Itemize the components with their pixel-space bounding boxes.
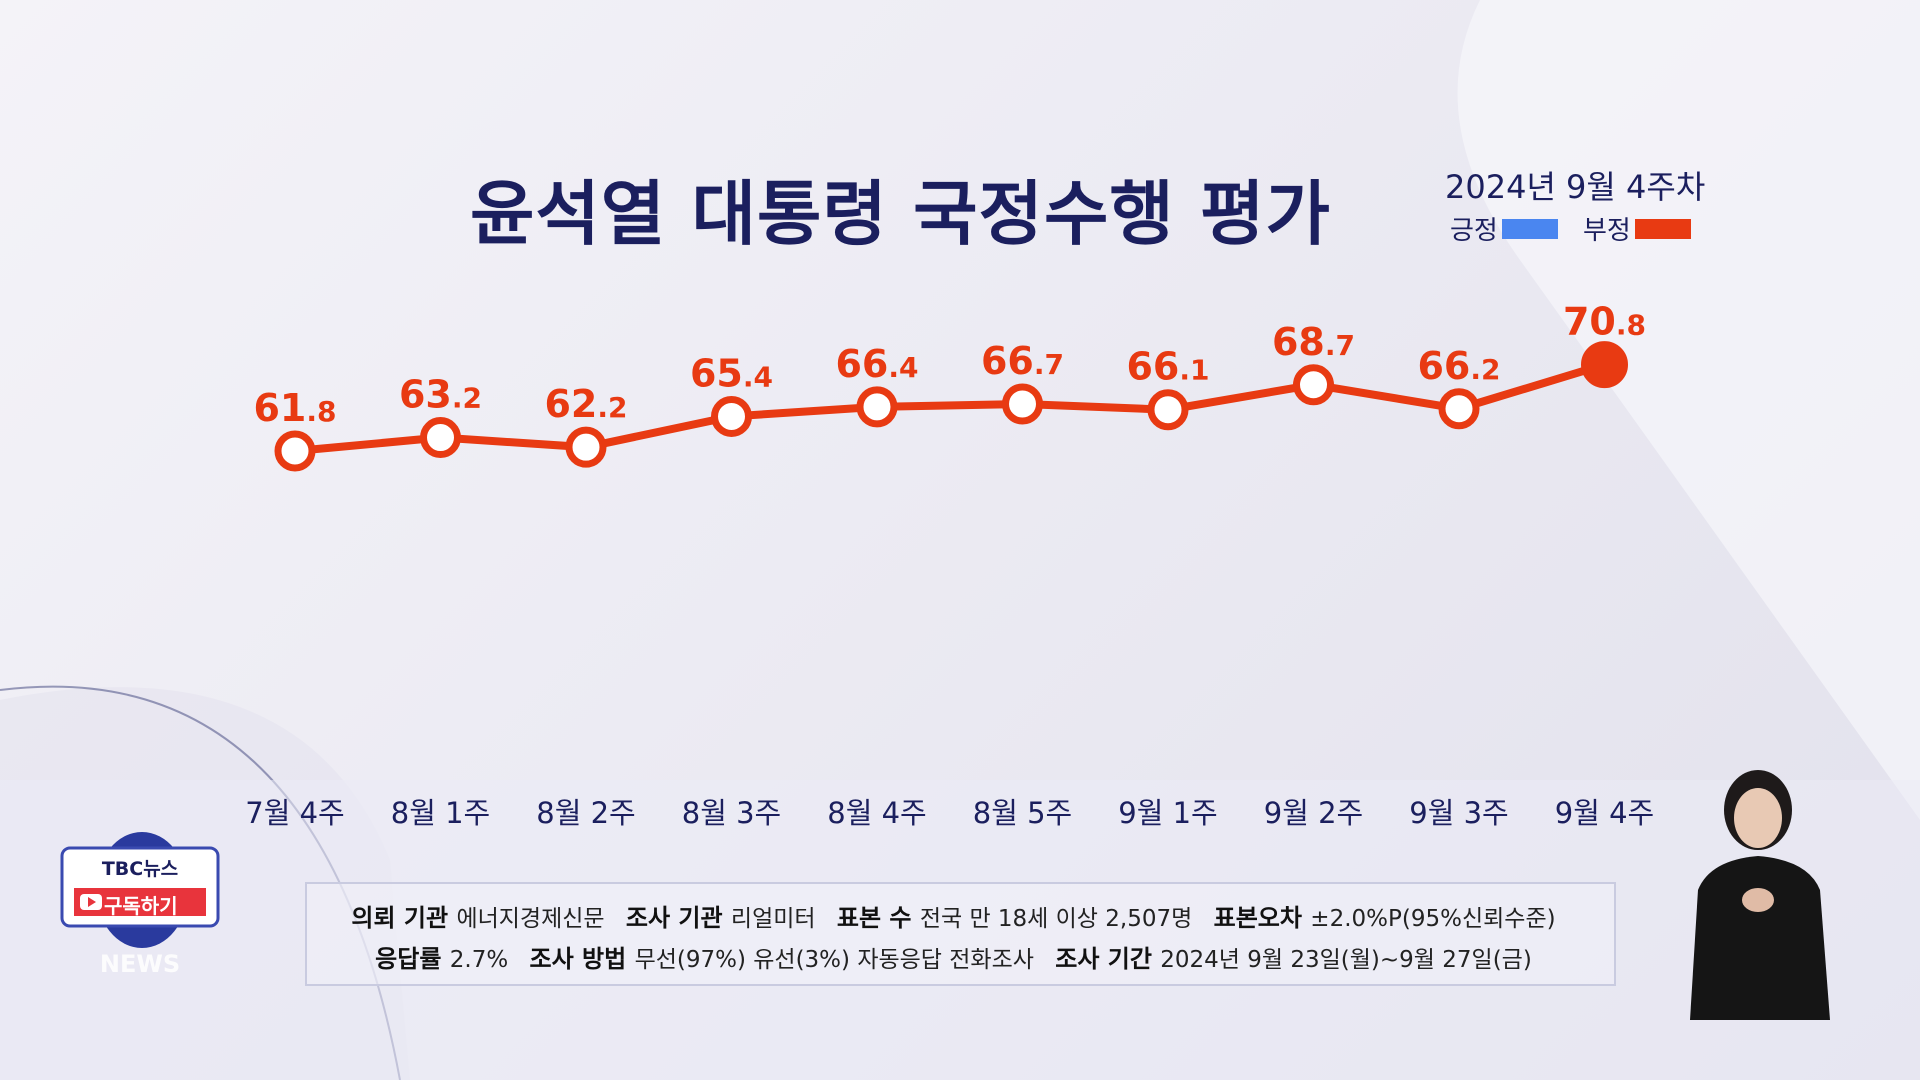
data-point (711, 395, 752, 437)
data-point (420, 417, 461, 459)
legend-date: 2024년 9월 4주차 (1445, 168, 1706, 206)
info-value: 리얼미터 (730, 906, 823, 932)
data-point (1002, 383, 1043, 425)
x-tick-label: 8월 3주 (681, 796, 782, 830)
info-value: 전국 만 18세 이상 2,507명 (919, 906, 1200, 932)
data-label: 66.4 (835, 342, 918, 386)
data-label: 63.2 (399, 373, 482, 417)
data-label: 65.4 (690, 351, 773, 395)
x-tick-label: 8월 1주 (390, 796, 491, 830)
data-point (274, 430, 316, 472)
subscribe-label: 구독하기 (104, 894, 178, 918)
data-label: 61.8 (253, 386, 336, 430)
data-label: 68.7 (1272, 320, 1355, 364)
data-label: 70.8 (1563, 300, 1646, 344)
info-value: ±2.0%P(95%신뢰수준) (1310, 906, 1556, 932)
x-tick-label: 7월 4주 (245, 796, 345, 830)
chart-title: 윤석열 대통령 국정수행 평가 (470, 173, 1331, 255)
logo-brand: TBC뉴스 (101, 858, 179, 880)
info-value: 2024년 9월 23일(월)~9월 27일(금) (1160, 947, 1532, 973)
series-line (294, 360, 1606, 455)
info-label: 의뢰 기관 (351, 904, 457, 932)
info-line-1: 의뢰 기관 에너지경제신문 조사 기관 리얼미터 표본 수 전국 만 18세 이… (307, 898, 1614, 939)
data-point (1293, 364, 1334, 406)
info-label: 표본 수 (836, 904, 920, 932)
info-label: 조사 방법 (529, 945, 635, 973)
info-label: 조사 기간 (1055, 945, 1161, 973)
data-point (1147, 389, 1189, 431)
legend-negative: 부정 (1583, 210, 1691, 247)
data-label: 66.1 (1126, 345, 1209, 389)
tbc-news-logo[interactable]: TBC뉴스 구독하기 NEWS (60, 818, 220, 978)
info-value: 무선(97%) 유선(3%) 자동응답 전화조사 (634, 947, 1042, 973)
legend-negative-label: 부정 (1583, 216, 1631, 246)
x-tick-label: 9월 4주 (1554, 796, 1655, 830)
data-point (565, 426, 607, 468)
legend-positive: 긍정 (1450, 210, 1558, 247)
x-tick-label: 9월 1주 (1118, 796, 1218, 830)
survey-info: 의뢰 기관 에너지경제신문 조사 기관 리얼미터 표본 수 전국 만 18세 이… (305, 882, 1616, 986)
data-label: 66.7 (981, 339, 1064, 383)
info-label: 응답률 (375, 945, 450, 973)
info-line-2: 응답률 2.7% 조사 방법 무선(97%) 유선(3%) 자동응답 전화조사 … (307, 939, 1614, 980)
news-label: NEWS (99, 950, 181, 978)
info-label: 표본오차 (1213, 904, 1311, 932)
legend-negative-swatch (1634, 218, 1691, 239)
info-value: 2.7% (449, 947, 516, 973)
data-label: 66.2 (1417, 344, 1500, 388)
x-tick-label: 8월 5주 (972, 796, 1073, 830)
info-value: 에너지경제신문 (456, 906, 612, 932)
data-label: 62.2 (544, 382, 627, 426)
legend-positive-swatch (1501, 218, 1558, 239)
data-point (856, 386, 898, 428)
data-point (1438, 388, 1480, 430)
x-tick-label: 8월 2주 (536, 796, 636, 830)
info-label: 조사 기관 (625, 904, 731, 932)
sign-language-interpreter (1690, 770, 1830, 1020)
legend-positive-label: 긍정 (1450, 216, 1498, 246)
x-tick-label: 9월 3주 (1409, 796, 1509, 830)
x-tick-label: 9월 2주 (1263, 796, 1364, 830)
data-point (1581, 341, 1628, 389)
x-tick-label: 8월 4주 (827, 796, 927, 830)
